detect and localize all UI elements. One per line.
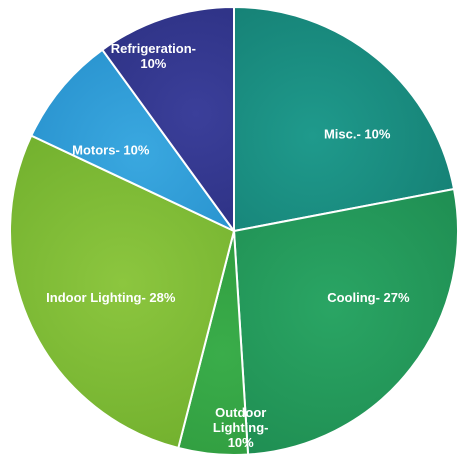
slice-label-refrigeration: Refrigeration-10% — [111, 41, 196, 71]
pie-slices — [8, 5, 459, 456]
slice-label-indoor-lighting: Indoor Lighting- 28% — [46, 290, 176, 305]
slice-label-misc: Misc.- 10% — [324, 127, 391, 142]
pie-slice-indoor-lighting — [8, 134, 236, 450]
pie-labels: Misc.- 10% Cooling- 27% Outdoor Lighting-10… — [46, 41, 410, 450]
pie-slice-cooling — [232, 187, 459, 456]
pie-slice-refrigeration — [100, 5, 235, 235]
pie-slice-motors — [29, 48, 235, 232]
pie-slice-misc — [233, 5, 456, 233]
slice-label-motors: Motors- 10% — [72, 142, 150, 157]
slice-label-cooling: Cooling- 27% — [327, 290, 410, 305]
slice-label-outdoor-lighting: Outdoor Lighting-10% — [213, 405, 269, 450]
